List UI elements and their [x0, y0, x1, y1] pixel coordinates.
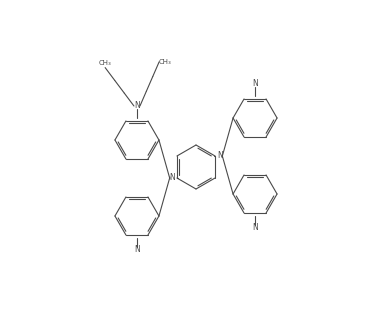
- Text: N: N: [252, 80, 258, 89]
- Text: CH₃: CH₃: [99, 60, 111, 66]
- Text: N: N: [134, 102, 140, 111]
- Text: N: N: [217, 152, 223, 161]
- Text: N: N: [169, 173, 175, 182]
- Text: N: N: [252, 223, 258, 232]
- Text: N: N: [134, 245, 140, 254]
- Text: CH₃: CH₃: [159, 59, 172, 65]
